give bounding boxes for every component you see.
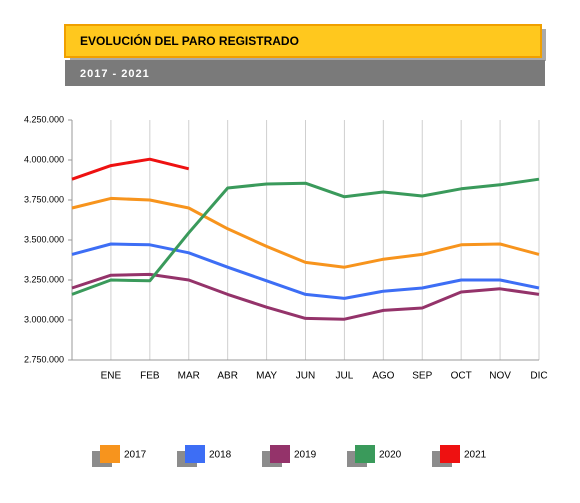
x-tick-label: DIC xyxy=(530,371,547,382)
legend-label: 2019 xyxy=(294,450,317,461)
subtitle-banner xyxy=(65,60,545,86)
legend-label: 2020 xyxy=(379,450,402,461)
title-banner xyxy=(64,24,542,58)
legend-swatch xyxy=(355,445,375,463)
x-tick-label: JUL xyxy=(336,371,354,382)
x-tick-label: ENE xyxy=(101,371,122,382)
series-line xyxy=(71,177,540,296)
y-tick-label: 4.000.000 xyxy=(24,154,64,164)
legend-swatch xyxy=(100,445,120,463)
y-tick-label: 3.250.000 xyxy=(24,274,64,284)
series-line xyxy=(71,272,540,321)
legend-label: 2017 xyxy=(124,450,147,461)
series-line xyxy=(71,242,540,300)
chart-subtitle: 2017 - 2021 xyxy=(80,68,150,80)
series-line xyxy=(71,157,190,181)
x-tick-label: JUN xyxy=(296,371,315,382)
x-tick-label: FEB xyxy=(140,371,160,382)
x-tick-label: ABR xyxy=(217,371,238,382)
x-tick-label: MAR xyxy=(178,371,200,382)
legend-swatch xyxy=(270,445,290,463)
x-tick-label: NOV xyxy=(489,371,511,382)
series-line xyxy=(71,196,540,269)
legend-label: 2021 xyxy=(464,450,487,461)
y-tick-label: 3.750.000 xyxy=(24,194,64,204)
y-tick-label: 3.500.000 xyxy=(24,234,64,244)
x-tick-label: OCT xyxy=(451,371,472,382)
y-tick-label: 4.250.000 xyxy=(24,114,64,124)
y-tick-label: 3.000.000 xyxy=(24,314,64,324)
x-tick-label: AGO xyxy=(372,371,394,382)
legend-swatch xyxy=(185,445,205,463)
legend-swatch xyxy=(440,445,460,463)
chart-title: EVOLUCIÓN DEL PARO REGISTRADO xyxy=(80,33,299,48)
legend-label: 2018 xyxy=(209,450,232,461)
x-tick-label: SEP xyxy=(412,371,432,382)
y-tick-label: 2.750.000 xyxy=(24,354,64,364)
x-tick-label: MAY xyxy=(256,371,277,382)
